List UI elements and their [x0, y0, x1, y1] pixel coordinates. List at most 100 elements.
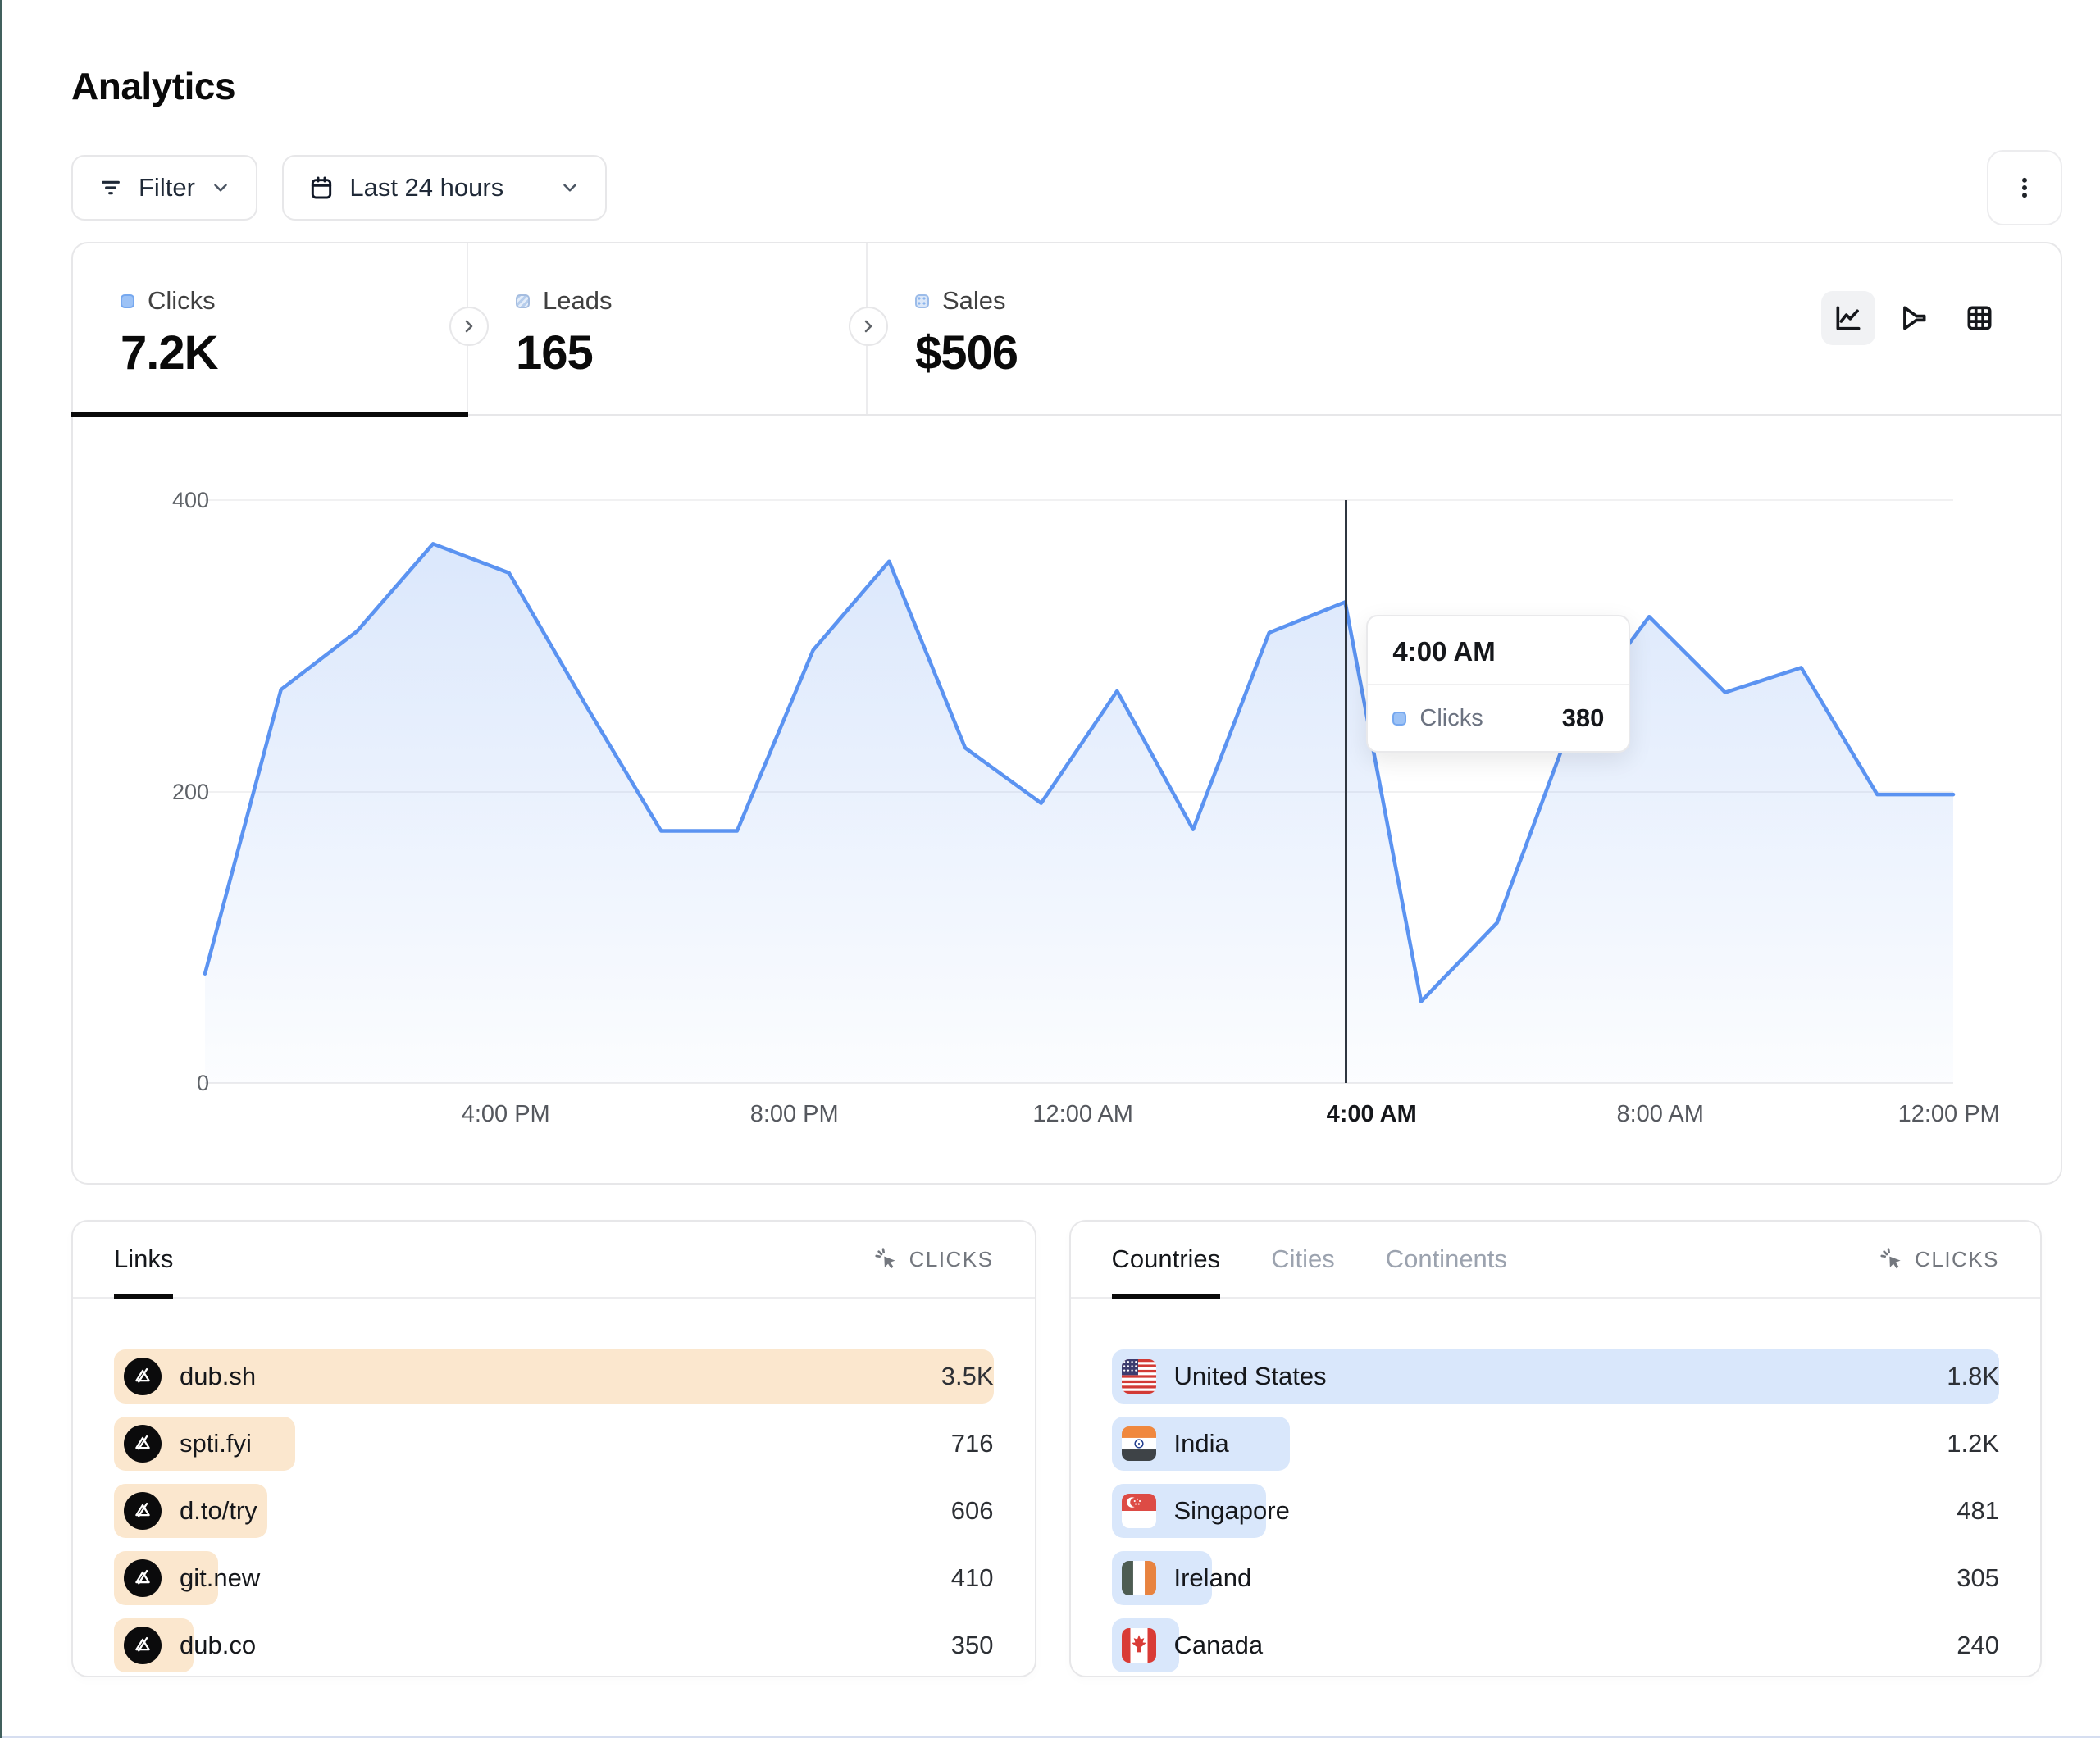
x-axis-tick-label: 8:00 AM — [1616, 1101, 1704, 1127]
row-value: 716 — [950, 1429, 994, 1458]
stat-value: $506 — [915, 326, 1018, 380]
row-value: 305 — [1957, 1563, 1999, 1592]
row-label: Ireland — [1173, 1563, 1252, 1592]
leads-legend-square-icon — [516, 293, 530, 308]
more-options-button[interactable] — [1987, 150, 2062, 225]
tooltip-value: 380 — [1561, 703, 1605, 732]
table-row[interactable]: United States 1.8K — [1111, 1349, 1999, 1404]
row-label: d.to/try — [180, 1496, 257, 1525]
gridline-400 — [205, 499, 1953, 501]
tooltip-series-label: Clicks — [1419, 704, 1483, 731]
table-row[interactable]: git.new 410 — [114, 1551, 994, 1605]
tab-continents[interactable]: Continents — [1385, 1244, 1507, 1273]
page-title: Analytics — [71, 65, 236, 107]
geo-list: United States 1.8K India 1.2K Singapore 481 Ir… — [1071, 1299, 2041, 1672]
table-row[interactable]: dub.sh 3.5K — [114, 1349, 994, 1404]
geo-metric-switcher[interactable]: CLICKS — [1879, 1246, 1999, 1272]
stat-tab-clicks[interactable]: Clicks 7.2K — [71, 243, 468, 417]
tab-links[interactable]: Links — [114, 1222, 174, 1299]
table-row[interactable]: Singapore 481 — [1111, 1484, 1999, 1538]
tab-countries[interactable]: Countries — [1111, 1222, 1220, 1299]
table-grid-icon — [1964, 303, 1995, 334]
chart-tooltip: 4:00 AM Clicks 380 — [1366, 615, 1631, 753]
filter-button[interactable]: Filter — [71, 155, 257, 221]
x-axis-line — [205, 1082, 1953, 1084]
x-axis-tick-label: 12:00 AM — [1032, 1101, 1133, 1127]
toolbar: Filter Last 24 hours — [71, 150, 2062, 225]
links-metric-switcher[interactable]: CLICKS — [873, 1246, 994, 1272]
y-axis-tick-label: 0 — [196, 1071, 209, 1095]
row-value: 481 — [1957, 1496, 1999, 1525]
date-range-label: Last 24 hours — [349, 173, 504, 202]
table-row[interactable]: spti.fyi 716 — [114, 1417, 994, 1471]
table-row[interactable]: Ireland 305 — [1111, 1551, 1999, 1605]
table-view-button[interactable] — [1952, 291, 2007, 345]
tab-cities[interactable]: Cities — [1271, 1244, 1335, 1273]
y-axis-tick-label: 200 — [171, 780, 209, 804]
table-row[interactable]: Canada 240 — [1111, 1618, 1999, 1672]
row-label: India — [1173, 1429, 1229, 1458]
y-axis-tick-label: 400 — [171, 488, 209, 512]
dub-logo-icon — [124, 1492, 162, 1530]
row-bar — [114, 1349, 994, 1404]
in-flag-icon — [1121, 1426, 1156, 1461]
expand-stat-button[interactable] — [849, 307, 888, 346]
cursor-click-icon — [873, 1246, 900, 1272]
kebab-menu-icon — [2011, 174, 2039, 202]
date-range-button[interactable]: Last 24 hours — [282, 155, 608, 221]
chevron-down-icon — [210, 177, 231, 198]
dub-logo-icon — [124, 1627, 162, 1664]
row-bar — [1111, 1349, 1999, 1404]
row-value: 1.2K — [1947, 1429, 1999, 1458]
expand-stat-button[interactable] — [449, 307, 489, 346]
chevron-down-icon — [559, 177, 581, 198]
ca-flag-icon — [1121, 1628, 1156, 1663]
dub-logo-icon — [124, 1358, 162, 1395]
chart-plot-area[interactable]: 4:00 AM Clicks 380 — [203, 500, 1956, 1083]
row-value: 1.8K — [1947, 1362, 1999, 1390]
us-flag-icon — [1121, 1359, 1156, 1394]
table-row[interactable]: dub.co 350 — [114, 1618, 994, 1672]
row-value: 410 — [950, 1563, 994, 1592]
chevron-right-icon — [859, 316, 878, 336]
stat-value: 7.2K — [121, 326, 219, 380]
sales-legend-square-icon — [915, 293, 929, 308]
chart-area-fill — [205, 544, 1953, 1083]
geo-metric-label: CLICKS — [1915, 1246, 1999, 1272]
row-label: dub.sh — [180, 1362, 257, 1390]
x-axis-tick-label: 8:00 PM — [749, 1101, 839, 1127]
x-axis-tick-label: 4:00 AM — [1326, 1101, 1417, 1127]
stat-label: Sales — [942, 286, 1006, 315]
row-label: Canada — [1173, 1631, 1264, 1659]
x-axis-tick-label: 4:00 PM — [461, 1101, 550, 1127]
row-label: United States — [1173, 1362, 1327, 1390]
line-chart-view-button[interactable] — [1821, 291, 1875, 345]
filter-icon — [98, 175, 124, 201]
links-tabs: Links — [114, 1222, 174, 1299]
links-panel: Links CLICKS dub.sh 3.5K spti.fyi 716 d.to/t… — [71, 1220, 1036, 1677]
links-list: dub.sh 3.5K spti.fyi 716 d.to/try 606 git.new 4… — [73, 1299, 1035, 1672]
chart-crosshair — [1345, 500, 1348, 1083]
stat-tab-leads[interactable]: Leads 165 — [468, 243, 868, 414]
row-label: git.new — [180, 1563, 261, 1592]
filter-button-label: Filter — [139, 173, 195, 202]
table-row[interactable]: d.to/try 606 — [114, 1484, 994, 1538]
chart-line — [203, 542, 1956, 1003]
geo-tabs: Countries Cities Continents — [1111, 1222, 1507, 1299]
bottom-panels: Links CLICKS dub.sh 3.5K spti.fyi 716 d.to/t… — [71, 1220, 2042, 1677]
sg-flag-icon — [1121, 1494, 1156, 1528]
stat-value: 165 — [516, 326, 594, 380]
tooltip-time: 4:00 AM — [1368, 616, 1629, 685]
stat-tab-sales[interactable]: Sales $506 — [868, 243, 1376, 414]
x-axis-tick-label: 12:00 PM — [1897, 1101, 2000, 1127]
cursor-click-icon — [1879, 1246, 1905, 1272]
clicks-chart[interactable]: 400 200 0 4:00 AM — [73, 416, 2061, 1183]
analytics-card: Clicks 7.2K Leads 165 Sales $506 — [71, 242, 2062, 1185]
chevron-right-icon — [459, 316, 479, 336]
row-value: 350 — [950, 1631, 994, 1659]
table-row[interactable]: India 1.2K — [1111, 1417, 1999, 1471]
calendar-icon — [308, 175, 335, 201]
funnel-view-button[interactable] — [1887, 291, 1941, 345]
dub-logo-icon — [124, 1559, 162, 1597]
